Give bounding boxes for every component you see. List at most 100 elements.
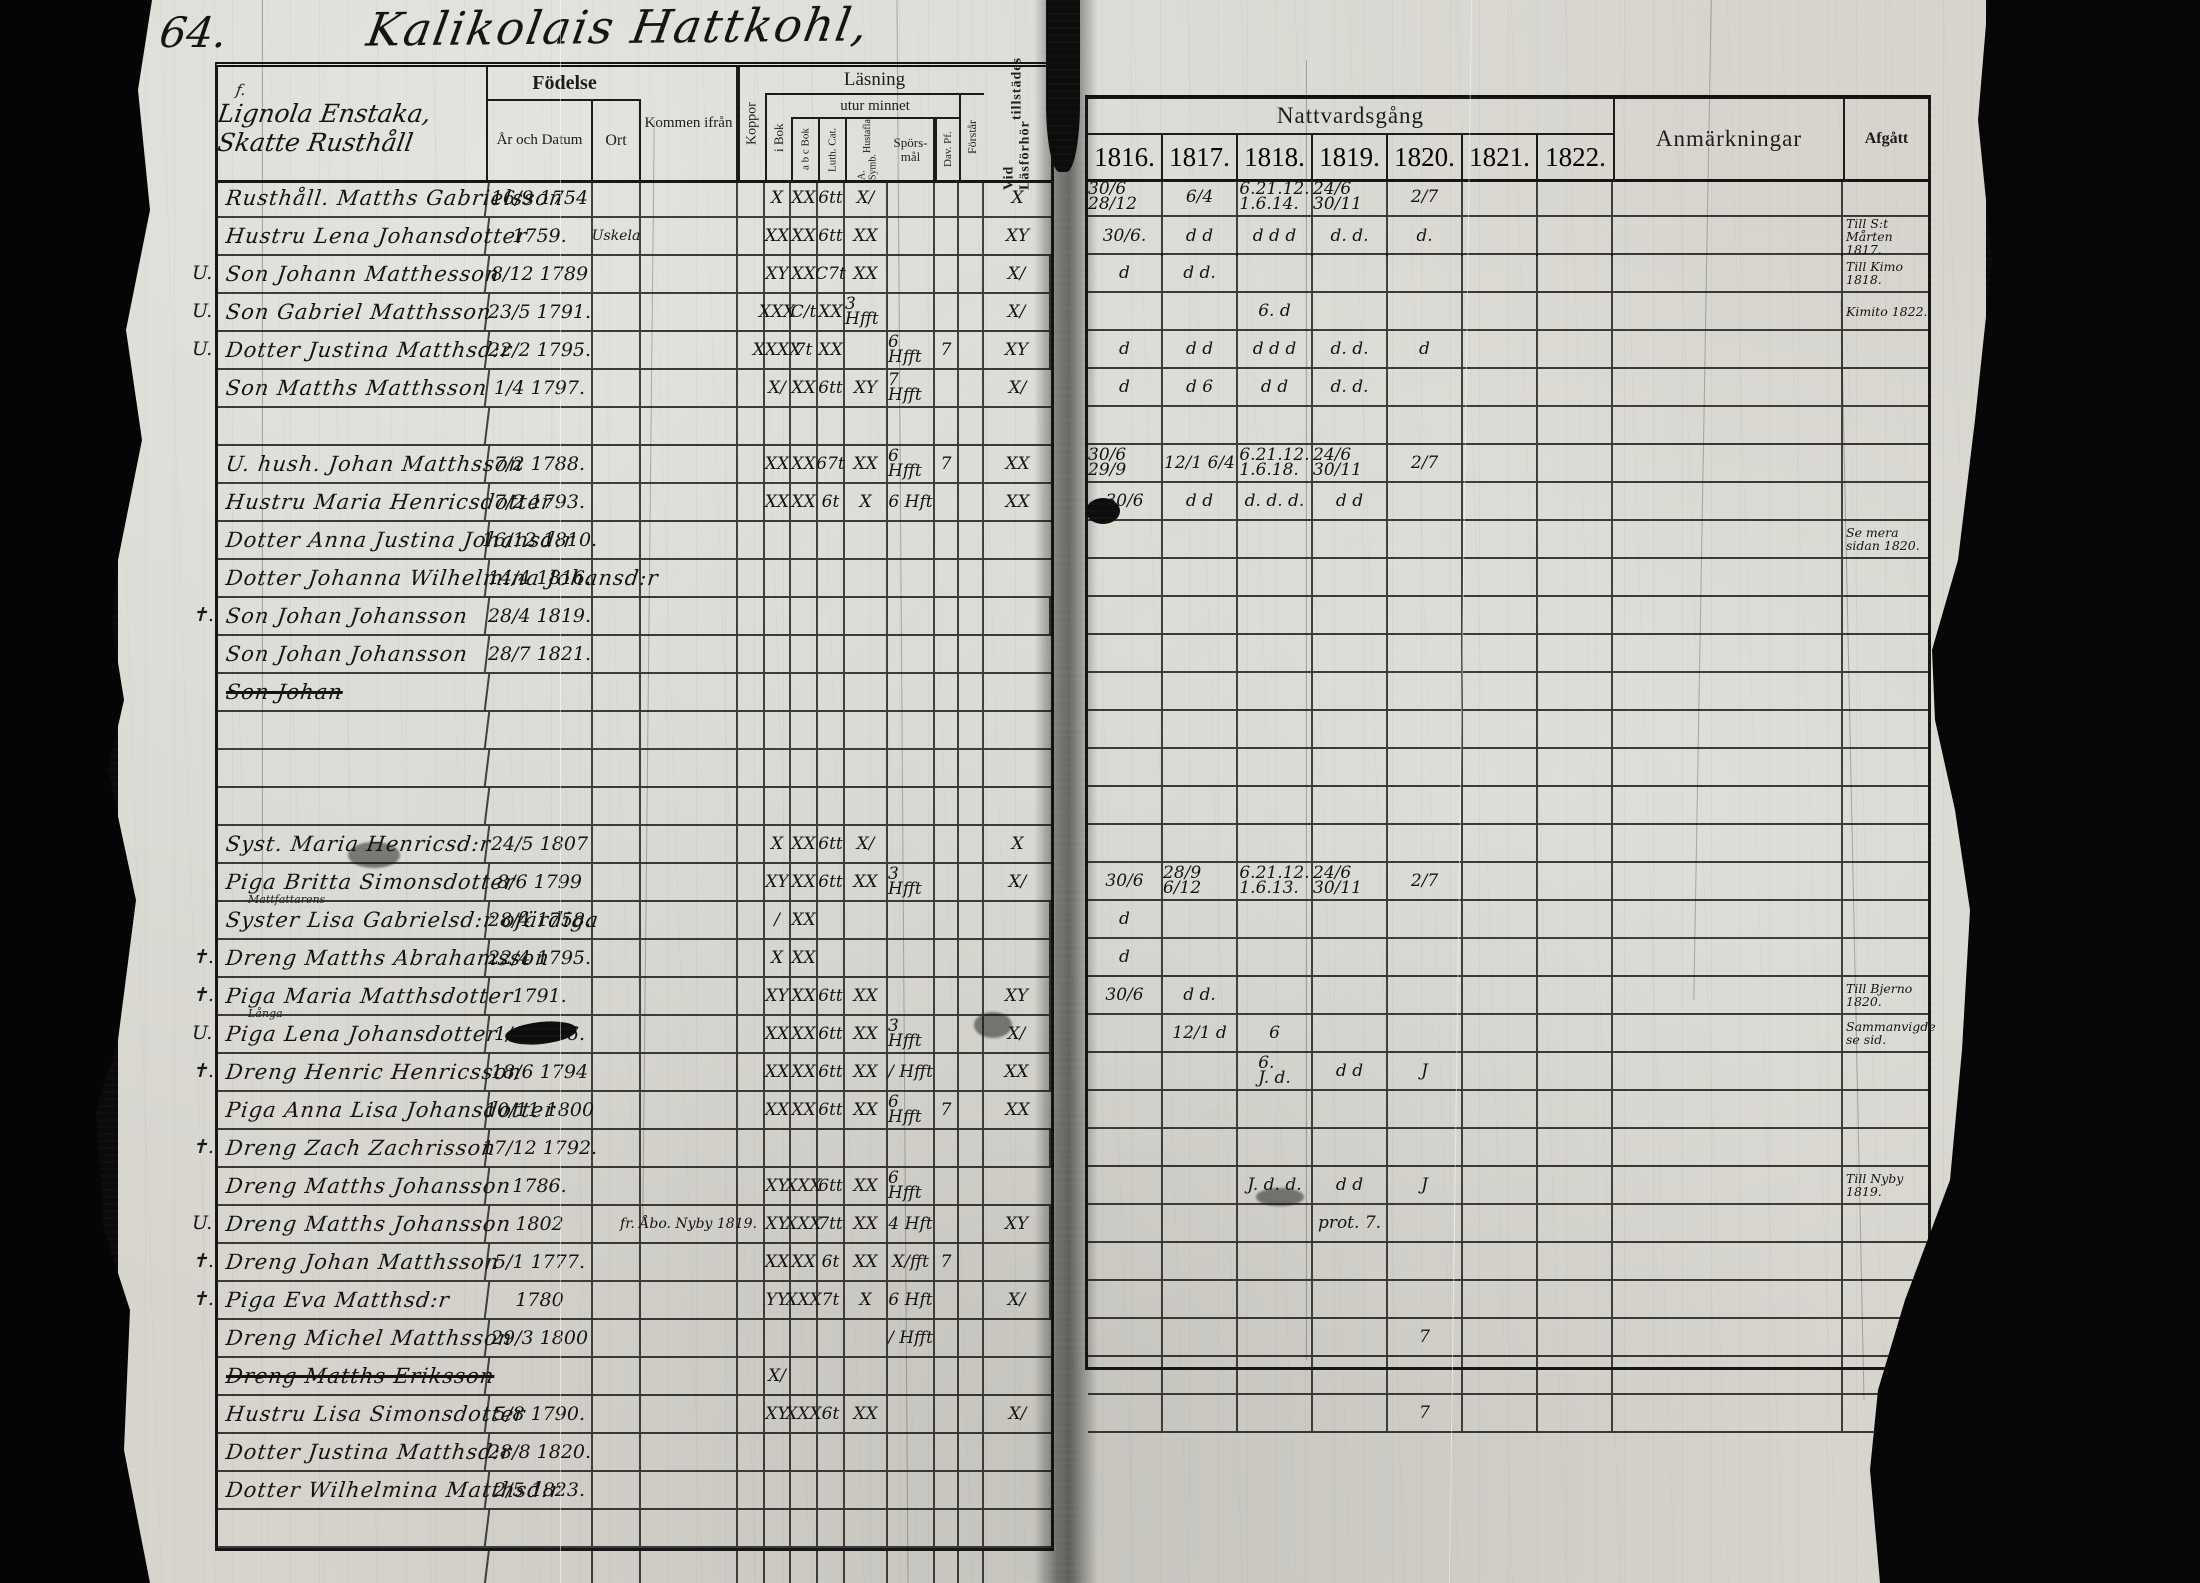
cell-y1818 [1238,1281,1313,1317]
questions-header: Spörs-mål [888,119,935,180]
cell-y1820 [1388,787,1463,823]
record-row: Hustru Maria Henricsdotter 7/2 1793. XX XX 6… [215,484,1051,522]
cell-abc: XX [791,902,818,938]
questions-header-text: Spörs-mål [893,134,928,164]
creed-header-part1: A. Symb. [856,154,879,180]
cell-symb [845,598,888,634]
cell-luth [818,560,845,596]
record-row [1088,559,1928,597]
cell-kommen [641,1510,738,1546]
cell-ibok: YY [765,1282,791,1318]
cell-koppor [738,1510,765,1546]
record-row: Son Matths Matthsson 1/4 1797. X/XX 6tt XY 7 … [215,370,1051,408]
cell-forstar [959,1434,984,1470]
cell-y1817 [1163,673,1238,709]
cell-forstar [959,1548,984,1583]
cell-date: 5/8 1790. [488,1396,593,1432]
cell-y1820 [1388,1205,1463,1241]
cell-date: 2/5 1823. [488,1472,593,1508]
cell-kommen: fr. Åbo. Nyby 1819. [620,1206,757,1242]
cell-y1819 [1313,1395,1388,1431]
cell-y1816 [1088,1167,1163,1203]
cell-dav [935,978,959,1014]
cell-y1821 [1463,749,1538,785]
cell-symb: X/ [845,180,888,216]
cell-kommen [641,978,738,1014]
cell-y1819 [1313,559,1388,595]
cell-y1822 [1538,407,1613,443]
cell-y1820 [1388,597,1463,633]
cell-anm [1613,673,1843,709]
cell-name: Dreng Zach Zachrisson [215,1130,497,1166]
cell-y1817 [1163,787,1238,823]
cell-koppor [738,1054,765,1090]
cell-name: Dotter Justina Matthsd:r [215,1434,513,1470]
cell-koppor [738,1168,765,1204]
cell-luth [818,522,845,558]
cell-abc: XX [791,864,818,900]
record-row: Dreng Zach Zachrisson 17/12 1792. ✝. [192,1130,1051,1168]
cell-y1820 [1388,749,1463,785]
cell-y1822 [1538,369,1613,405]
cell-symb: XX [845,1244,888,1280]
cell-afgatt [1843,369,1928,405]
cell-ort [593,256,641,292]
cell-y1816 [1088,787,1163,823]
cell-spors [888,978,935,1014]
household-line2: Skatte Rusthåll [215,128,416,157]
cell-date: 23/5 1791. [488,294,593,330]
cell-dav [935,864,959,900]
cell-abc [791,1130,818,1166]
cell-dav: 7 [935,446,959,482]
cell-date [488,712,593,748]
birth-header: Födelse [488,67,641,101]
cell-kommen [641,636,738,672]
cell-koppor [738,750,765,786]
cell-y1819: d. d. [1313,369,1388,405]
cell-abc: XXX [785,1396,822,1432]
cell-afgatt: Till Kimo 1818. [1846,259,1904,287]
cell-y1820 [1388,825,1463,861]
cell-afgatt [1843,1205,1928,1241]
cell-abc: XX [791,1016,818,1052]
cell-symb [845,1434,888,1470]
cell-abc: XX [791,978,818,1014]
cell-y1816 [1088,1319,1163,1355]
cell-symb: XX [845,1092,888,1128]
cell-y1817 [1163,749,1238,785]
cell-y1816 [1088,1205,1163,1241]
cell-anm [1613,939,1843,975]
cell-koppor [738,180,765,216]
cell-afgatt [1843,711,1928,747]
cell-spors [888,218,935,254]
cell-y1818: d d [1238,369,1313,405]
cell-ort [593,712,641,748]
cell-abc [791,1472,818,1508]
cell-vid: XY [1005,225,1030,246]
cell-koppor [738,1548,765,1583]
cell-kommen [641,256,738,292]
cell-y1820: 2/7 [1388,445,1463,481]
cell-y1816: 30/6 [1088,977,1163,1013]
cell-ort [593,598,641,634]
cell-koppor [738,1130,765,1166]
cell-ibok: X [765,180,791,216]
cell-y1821 [1463,369,1538,405]
cell-spors: / Hfft [888,1054,935,1090]
cell-y1821 [1463,939,1538,975]
cell-anm [1613,293,1843,329]
cell-koppor [738,1206,765,1242]
cell-y1821 [1463,635,1538,671]
cell-y1817 [1163,293,1238,329]
cell-afgatt [1843,901,1928,937]
cell-dav [935,1320,959,1356]
cell-afgatt [1843,825,1928,861]
cell-abc [791,408,818,444]
cell-forstar [959,446,984,482]
cell-y1817 [1163,635,1238,671]
cell-y1822 [1538,1053,1613,1089]
cell-forstar [959,598,984,634]
luther-catechism-header: Luth. Cat. [818,119,845,180]
cell-ort [593,1434,641,1470]
